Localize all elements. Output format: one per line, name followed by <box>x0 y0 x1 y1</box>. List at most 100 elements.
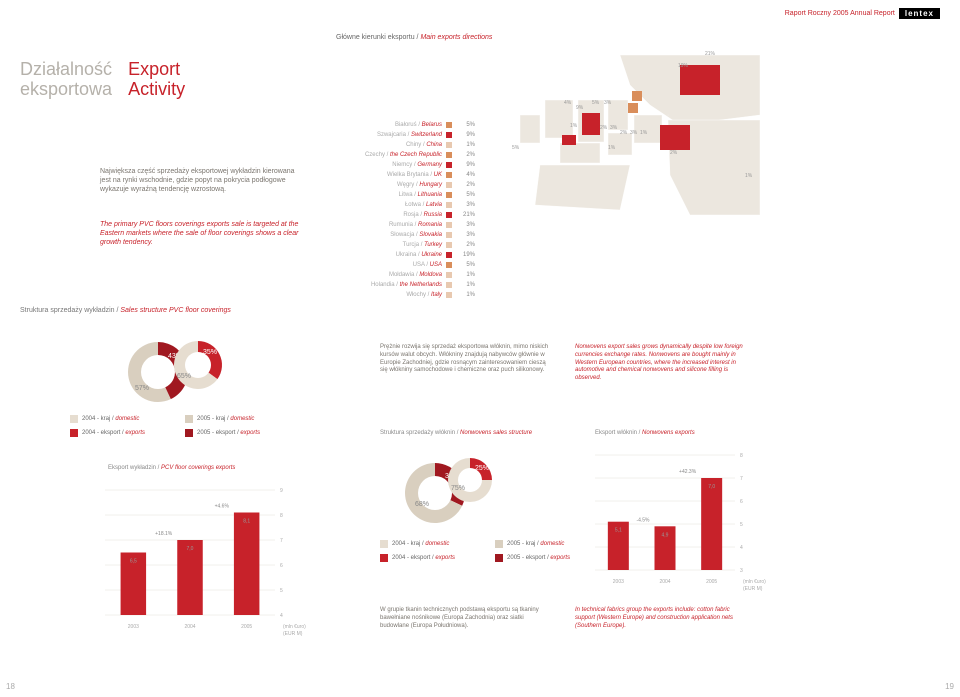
title-en-2: Activity <box>128 80 185 100</box>
svg-text:57%: 57% <box>135 385 149 392</box>
map-pct: 5% <box>592 100 599 106</box>
map-pct: 2% <box>620 130 627 136</box>
nonwoven-text-pl: Prężnie rozwija się sprzedaż eksportowa … <box>380 344 555 375</box>
svg-text:(EUR M): (EUR M) <box>283 631 303 637</box>
svg-text:2004: 2004 <box>659 579 670 585</box>
svg-text:4,9: 4,9 <box>662 532 669 538</box>
country-row: Czechy / the Czech Republic2% <box>320 150 475 160</box>
svg-text:6,5: 6,5 <box>130 559 137 565</box>
legend-item: 2005 - eksport / exports <box>185 429 260 437</box>
map-pct: 5% <box>512 145 519 151</box>
country-row: Białoruś / Belarus5% <box>320 120 475 130</box>
svg-text:9: 9 <box>280 488 283 494</box>
body-text-en: The primary PVC floors coverings exports… <box>100 220 300 247</box>
svg-text:7,0: 7,0 <box>708 484 715 490</box>
struct1-title: Struktura sprzedaży wykładzin / Sales st… <box>20 307 231 314</box>
map-pct: 9% <box>576 105 583 111</box>
map-pct: 1% <box>570 123 577 129</box>
donut-charts-1: 43%57%35%65% <box>120 330 240 412</box>
legend-item: 2005 - eksport / exports <box>495 554 570 562</box>
svg-text:-4.5%: -4.5% <box>636 517 650 523</box>
svg-text:2005: 2005 <box>706 579 717 585</box>
svg-text:+18.1%: +18.1% <box>155 531 173 537</box>
svg-text:7: 7 <box>280 538 283 544</box>
map-pct: 2% <box>600 125 607 131</box>
svg-text:(mln €uro): (mln €uro) <box>283 624 306 630</box>
svg-text:2003: 2003 <box>613 579 624 585</box>
country-row: Włochy / Italy1% <box>320 290 475 300</box>
map-pct: 3% <box>604 100 611 106</box>
svg-text:4: 4 <box>280 613 283 619</box>
page-num-left: 18 <box>6 682 15 691</box>
legend-item: 2005 - kraj / domestic <box>185 415 260 423</box>
body-text-pl: Największa część sprzedaży eksportowej w… <box>100 167 300 194</box>
country-row: Wielka Brytania / UK4% <box>320 170 475 180</box>
map-pct: 1% <box>608 145 615 151</box>
page-num-right: 19 <box>945 682 954 691</box>
svg-text:7: 7 <box>740 476 743 482</box>
donut-charts-2: 32%68%25%75% <box>400 448 510 530</box>
svg-text:8: 8 <box>280 513 283 519</box>
footer-text-pl: W grupie tkanin technicznych podstawą ek… <box>380 607 550 630</box>
svg-text:7,0: 7,0 <box>187 546 194 552</box>
footer-text-en: In technical fabrics group the exports i… <box>575 607 745 630</box>
annual-report-spread: Raport Roczny 2005 Annual Report lentex … <box>0 0 960 697</box>
svg-text:+4.6%: +4.6% <box>215 504 230 510</box>
country-list: Białoruś / Belarus5%Szwajcaria / Switzer… <box>320 120 475 300</box>
svg-text:3: 3 <box>740 568 743 574</box>
svg-text:25%: 25% <box>475 465 489 472</box>
legend-item: 2005 - kraj / domestic <box>495 540 570 548</box>
country-row: Węgry / Hungary2% <box>320 180 475 190</box>
svg-text:68%: 68% <box>415 501 429 508</box>
country-row: Turcja / Turkey2% <box>320 240 475 250</box>
logo: lentex <box>899 8 940 19</box>
bar1-title: Eksport wykładzin / PCV floor coverings … <box>108 465 235 471</box>
europe-map: 21% 19% 4% 9% 5% 3% 1% 2% 3% 2% 3% 1% 1%… <box>500 45 760 225</box>
country-row: Rosja / Russia21% <box>320 210 475 220</box>
legend-item: 2004 - kraj / domestic <box>70 415 145 423</box>
svg-text:6: 6 <box>740 499 743 505</box>
bar-chart-1: 4 5 6 7 8 9 6,5 2003 7,0 2004 +18.1% 8,1 2005 +4.6% (m… <box>80 480 310 642</box>
svg-text:4: 4 <box>740 545 743 551</box>
map-pct: 19% <box>678 63 688 69</box>
map-pct: 21% <box>705 51 715 57</box>
legend-item: 2004 - eksport / exports <box>70 429 145 437</box>
svg-text:6: 6 <box>280 563 283 569</box>
map-pct: 1% <box>640 130 647 136</box>
svg-text:8: 8 <box>740 453 743 459</box>
export2-title: Eksport włóknin / Nonwovens exports <box>595 430 695 436</box>
svg-text:+42.3%: +42.3% <box>679 469 697 475</box>
legend-2: 2004 - kraj / domestic 2005 - kraj / dome… <box>380 540 570 562</box>
svg-text:2005: 2005 <box>241 624 252 630</box>
map-pct: 4% <box>564 100 571 106</box>
country-row: USA / USA5% <box>320 260 475 270</box>
svg-text:65%: 65% <box>177 373 191 380</box>
svg-text:2004: 2004 <box>184 624 195 630</box>
country-row: Rumunia / Romania3% <box>320 220 475 230</box>
country-row: Szwajcaria / Switzerland9% <box>320 130 475 140</box>
report-title: Raport Roczny 2005 Annual Report <box>785 10 895 17</box>
svg-text:(EUR M): (EUR M) <box>743 586 763 592</box>
legend-item: 2004 - kraj / domestic <box>380 540 455 548</box>
svg-text:5,1: 5,1 <box>615 528 622 534</box>
svg-text:(mln €uro): (mln €uro) <box>743 579 766 585</box>
country-row: Słowacja / Slovakia3% <box>320 230 475 240</box>
country-row: Chiny / China1% <box>320 140 475 150</box>
svg-text:2003: 2003 <box>128 624 139 630</box>
map-pct: 3% <box>610 125 617 131</box>
legend-1: 2004 - kraj / domestic 2005 - kraj / dome… <box>70 415 260 437</box>
bar-chart-2: 3 4 5 6 7 8 5,1 2003 4,9 2004 -4.5% 7,0 2005 +42.3% (m… <box>570 445 770 597</box>
country-row: Łotwa / Latvia3% <box>320 200 475 210</box>
svg-text:5: 5 <box>740 522 743 528</box>
svg-text:5: 5 <box>280 588 283 594</box>
section-title: Działalność eksportowa Export Activity <box>20 60 185 100</box>
main-directions-title: Główne kierunki eksportu / Main exports … <box>336 34 492 41</box>
country-row: Niemcy / Germany9% <box>320 160 475 170</box>
title-en-1: Export <box>128 60 185 80</box>
title-pl-2: eksportowa <box>20 80 112 100</box>
svg-text:8,1: 8,1 <box>243 519 250 525</box>
map-pct: 2% <box>670 150 677 156</box>
country-row: Litwa / Lithuania5% <box>320 190 475 200</box>
country-row: Ukraina / Ukraine19% <box>320 250 475 260</box>
map-pct: 3% <box>630 130 637 136</box>
